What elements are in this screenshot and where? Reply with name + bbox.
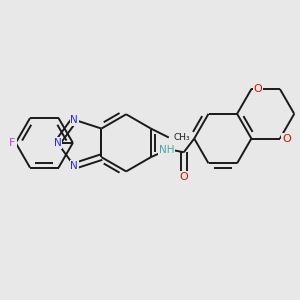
Text: CH₃: CH₃ (173, 133, 190, 142)
Text: N: N (70, 115, 78, 125)
Text: O: O (179, 172, 188, 182)
Text: O: O (282, 134, 291, 144)
Text: F: F (9, 138, 16, 148)
Text: N: N (70, 161, 78, 171)
Text: NH: NH (159, 145, 174, 155)
Text: O: O (254, 84, 262, 94)
Text: N: N (54, 138, 61, 148)
